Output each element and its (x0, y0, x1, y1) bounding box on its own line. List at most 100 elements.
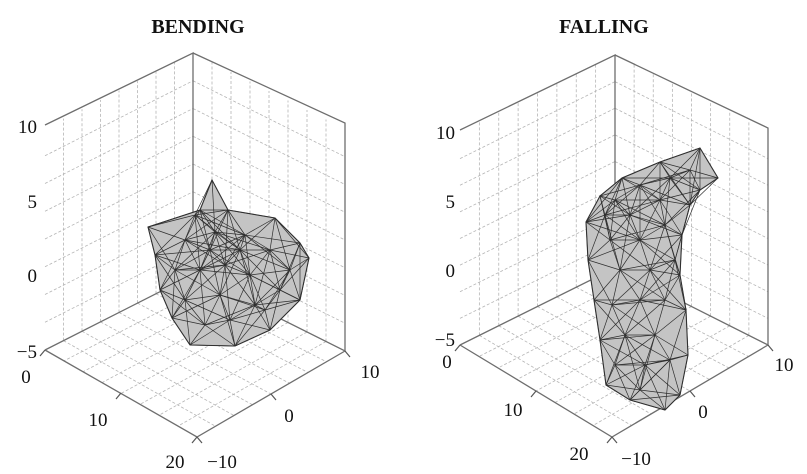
y-tick-mark-bending-0 (270, 393, 277, 401)
mesh-edge-falling (659, 199, 691, 206)
mesh-edge-falling (609, 214, 631, 241)
mesh-edge-falling (619, 214, 631, 271)
mesh-edge-falling (593, 299, 613, 306)
y-tick-label-bending-10: 10 (361, 362, 380, 383)
grid-line-bending (118, 312, 272, 395)
mesh-edge-bending (174, 249, 211, 271)
mesh-edge-bending (204, 324, 236, 347)
mesh-edge-falling (619, 269, 666, 301)
mesh-edge-falling (685, 309, 689, 356)
mesh-edge-bending (214, 209, 229, 233)
mesh-edge-falling (604, 199, 661, 216)
grid-line-falling (459, 187, 616, 266)
mesh-edge-falling (659, 199, 666, 226)
mesh-edge-bending (211, 179, 229, 211)
mesh-edge-bending (279, 242, 301, 291)
mesh-edge-falling (629, 184, 641, 216)
mesh-edge-falling (585, 195, 601, 223)
x-tick-mark-bending-20 (191, 436, 198, 444)
mesh-edge-bending (219, 249, 241, 296)
mesh-edge-falling (593, 299, 626, 336)
grid-line-falling (535, 306, 692, 392)
mesh-edge-falling (611, 299, 641, 306)
mesh-edge-bending (159, 269, 201, 291)
y-tick-label-bending-neg10: −10 (207, 452, 237, 473)
mesh-edge-bending (184, 214, 196, 241)
mesh-edge-falling (587, 259, 613, 306)
mesh-edge-falling (689, 177, 719, 206)
mesh-edge-bending (154, 214, 196, 256)
mesh-edge-bending (269, 249, 291, 271)
z-tick-label-bending-0: 0 (28, 266, 38, 287)
mesh-edge-falling (611, 299, 666, 306)
mesh-edge-falling (639, 269, 651, 301)
x-tick-label-falling-20: 20 (570, 444, 589, 465)
z-tick-label-falling-5: 5 (446, 192, 456, 213)
mesh-edge-falling (629, 199, 661, 216)
mesh-edge-falling (639, 389, 681, 396)
y-tick-label-falling-neg10: −10 (621, 449, 651, 470)
mesh-edge-bending (159, 289, 206, 326)
mesh-edge-bending (249, 249, 271, 276)
mesh-edge-falling (614, 184, 641, 201)
grid-line-falling (459, 81, 616, 159)
mesh-edge-falling (664, 394, 681, 411)
mesh-edge-falling (621, 161, 661, 179)
grid-line-bending (44, 80, 194, 157)
panel-title-bending: BENDING (151, 16, 245, 38)
mesh-edge-bending (239, 217, 276, 251)
mesh-edge-bending (229, 309, 266, 321)
mesh-edge-falling (599, 339, 646, 366)
mesh-edge-falling (639, 274, 681, 301)
mesh-edge-bending (184, 239, 201, 271)
mesh-edge-falling (593, 269, 621, 301)
mesh-edge-falling (664, 359, 671, 411)
mesh-edge-bending (239, 249, 281, 291)
grid-line-bending (120, 312, 270, 394)
mesh-edge-falling (585, 221, 641, 241)
mesh-edge-falling (609, 224, 666, 241)
mesh-edge-bending (159, 239, 186, 291)
mesh-edge-bending (269, 217, 276, 251)
mesh-edge-bending (174, 231, 216, 271)
mesh-edge-falling (587, 214, 606, 261)
mesh-edge-falling (621, 177, 641, 186)
mesh-edge-bending (229, 304, 256, 321)
mesh-edge-falling (585, 214, 606, 223)
mesh-edge-falling (599, 304, 613, 341)
mesh-edge-bending (194, 214, 201, 271)
mesh-edge-falling (619, 259, 676, 271)
mesh-edge-bending (189, 344, 236, 347)
panel-bending: BENDING 10 5 0 −5 0 10 20 10 0 −10 (17, 16, 380, 473)
grid-line-falling (459, 134, 616, 213)
grid-line-bending (192, 246, 346, 324)
mesh-edge-bending (234, 304, 256, 347)
mesh-edge-bending (154, 254, 161, 291)
mesh-wireframe-falling (585, 147, 719, 411)
mesh-edge-bending (269, 249, 310, 259)
mesh-edge-falling (659, 161, 691, 171)
mesh-edge-bending (254, 304, 271, 331)
mesh-edge-falling (614, 364, 631, 401)
mesh-edge-falling (649, 259, 676, 271)
mesh-edge-bending (219, 294, 266, 311)
mesh-edge-bending (171, 317, 206, 326)
mesh-edge-bending (189, 324, 206, 346)
mesh-edge-bending (194, 209, 201, 216)
mesh-edge-falling (639, 389, 666, 411)
x-tick-label-falling-0: 0 (442, 352, 452, 373)
x-tick-label-falling-10: 10 (504, 400, 523, 421)
mesh-edge-falling (611, 304, 656, 336)
mesh-edge-bending (184, 299, 191, 346)
mesh-edge-bending (224, 249, 241, 266)
grid-line-falling (614, 81, 769, 159)
mesh-edge-falling (629, 177, 671, 216)
mesh-edge-bending (147, 226, 186, 241)
y-tick-mark-bending-neg10 (196, 436, 203, 444)
x-tick-mark-bending-10 (115, 392, 122, 400)
mesh-edge-bending (244, 234, 251, 276)
mesh-edge-falling (689, 147, 701, 206)
mesh-edge-bending (171, 294, 221, 319)
mesh-edge-falling (604, 199, 616, 216)
grid-line-falling (459, 214, 616, 293)
